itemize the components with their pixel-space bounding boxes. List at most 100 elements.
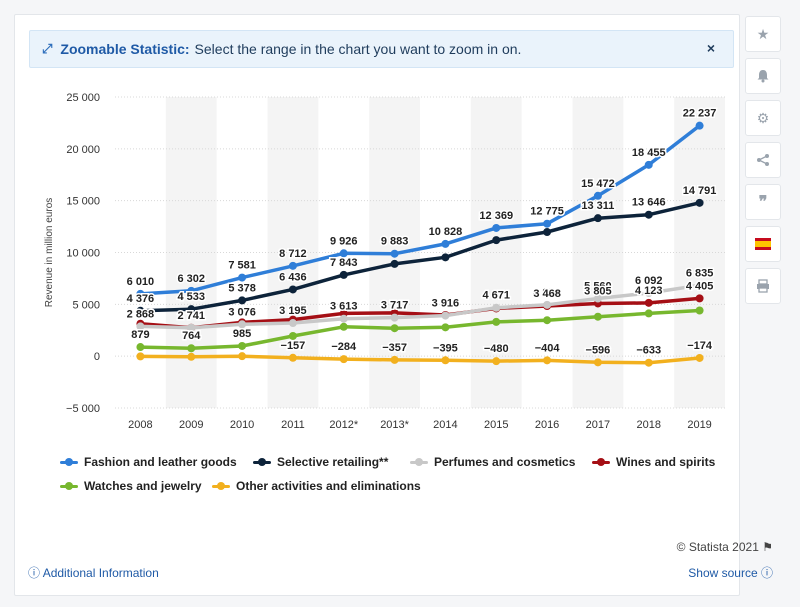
x-tick-label: 2017 <box>586 419 610 431</box>
flag-icon: ⚑ <box>762 540 773 554</box>
data-point <box>238 341 247 350</box>
legend-item[interactable]: Other activities and eliminations <box>212 479 421 493</box>
data-point <box>390 259 399 268</box>
data-point <box>339 322 348 331</box>
data-label: 3 717 <box>381 300 409 312</box>
legend-item[interactable]: Watches and jewelry <box>60 479 202 493</box>
data-point <box>390 249 399 258</box>
flag-spain-icon[interactable] <box>745 226 781 262</box>
legend-marker <box>592 457 610 467</box>
legend-marker <box>212 481 230 491</box>
data-point <box>492 236 501 245</box>
data-label: 879 <box>131 329 149 341</box>
series-line <box>140 354 700 365</box>
data-label: 4 405 <box>686 280 714 292</box>
data-label: 6 302 <box>177 273 205 285</box>
data-point <box>695 198 704 207</box>
legend-marker <box>60 457 78 467</box>
additional-info-label: Additional Information <box>42 566 159 580</box>
series-line <box>140 201 700 313</box>
star-icon[interactable]: ★ <box>745 16 781 52</box>
x-tick-label: 2014 <box>433 419 457 431</box>
data-point <box>543 300 552 309</box>
data-label: −174 <box>687 340 713 352</box>
data-point <box>136 306 145 315</box>
data-point <box>644 210 653 219</box>
data-point <box>695 294 704 303</box>
data-point <box>695 121 704 130</box>
data-point <box>187 352 196 361</box>
data-point <box>543 316 552 325</box>
data-label: 12 775 <box>530 206 564 218</box>
data-label: 9 926 <box>330 235 358 247</box>
data-point <box>441 311 450 320</box>
data-point <box>187 323 196 332</box>
quote-icon[interactable]: ❞ <box>745 184 781 220</box>
data-label: −395 <box>433 342 458 354</box>
data-point <box>593 358 602 367</box>
data-label: −404 <box>535 342 561 354</box>
x-tick-label: 2018 <box>637 419 661 431</box>
data-label: 14 791 <box>683 185 717 197</box>
data-point <box>644 298 653 307</box>
legend-label: Selective retailing** <box>277 455 389 469</box>
data-label: 4 671 <box>482 290 510 302</box>
legend-label: Other activities and eliminations <box>236 479 421 493</box>
data-point <box>136 322 145 331</box>
line-chart[interactable]: −5 000 0 5 000 10 000 15 000 20 000 25 000 Reve… <box>30 80 740 520</box>
chart-svg: −5 000 0 5 000 10 000 15 000 20 000 25 000 Reve… <box>44 92 725 431</box>
share-icon[interactable] <box>745 142 781 178</box>
data-point <box>187 344 196 353</box>
bell-icon[interactable] <box>745 58 781 94</box>
data-label: 6 092 <box>635 275 663 287</box>
legend-item[interactable]: Wines and spirits <box>592 455 715 469</box>
y-tick-label: −5 000 <box>66 403 100 415</box>
data-point <box>339 249 348 258</box>
data-label: 12 369 <box>479 210 513 222</box>
gear-icon[interactable]: ⚙ <box>745 100 781 136</box>
legend-item[interactable]: Selective retailing** <box>253 455 388 469</box>
x-tick-label: 2011 <box>281 419 305 431</box>
data-point <box>187 305 196 314</box>
info-icon: ⓘ <box>28 566 41 580</box>
show-source-link[interactable]: Show source ⓘ <box>688 564 773 581</box>
y-tick-label: 10 000 <box>66 248 100 260</box>
x-tick-label: 2008 <box>128 419 152 431</box>
data-label: 3 195 <box>279 305 307 317</box>
y-tick-label: 20 000 <box>66 144 100 156</box>
x-tick-label: 2013* <box>380 419 409 431</box>
data-label: 4 376 <box>127 293 155 305</box>
y-tick-label: 25 000 <box>66 92 100 104</box>
data-label: 2 741 <box>177 310 205 322</box>
data-point <box>441 253 450 262</box>
data-point <box>441 239 450 248</box>
close-icon[interactable]: × <box>706 40 715 56</box>
column-band <box>165 97 217 408</box>
additional-info-link[interactable]: ⓘ Additional Information <box>28 564 159 581</box>
data-point <box>644 160 653 169</box>
x-tick-label: 2015 <box>484 419 508 431</box>
legend-marker <box>60 481 78 491</box>
data-label: 7 843 <box>330 257 358 269</box>
series-line <box>140 283 700 330</box>
data-point <box>543 228 552 237</box>
data-point <box>238 296 247 305</box>
data-point <box>288 319 297 328</box>
data-point <box>695 281 704 290</box>
data-label: 3 076 <box>228 306 256 318</box>
series-line <box>140 124 701 296</box>
data-label: −480 <box>484 343 509 355</box>
data-label: 764 <box>182 330 201 342</box>
banner-text: Select the range in the chart you want t… <box>194 41 522 57</box>
print-icon[interactable] <box>745 268 781 304</box>
data-point <box>492 357 501 366</box>
data-label: 985 <box>233 328 251 340</box>
data-label: 4 533 <box>177 291 205 303</box>
legend-item[interactable]: Fashion and leather goods <box>60 455 237 469</box>
y-tick-label: 0 <box>94 351 100 363</box>
legend-label: Wines and spirits <box>616 455 716 469</box>
legend-item[interactable]: Perfumes and cosmetics <box>410 455 575 469</box>
data-label: −284 <box>331 341 357 353</box>
data-point <box>441 356 450 365</box>
sidebar-toolbar: ★ ⚙ ❞ <box>745 16 781 310</box>
